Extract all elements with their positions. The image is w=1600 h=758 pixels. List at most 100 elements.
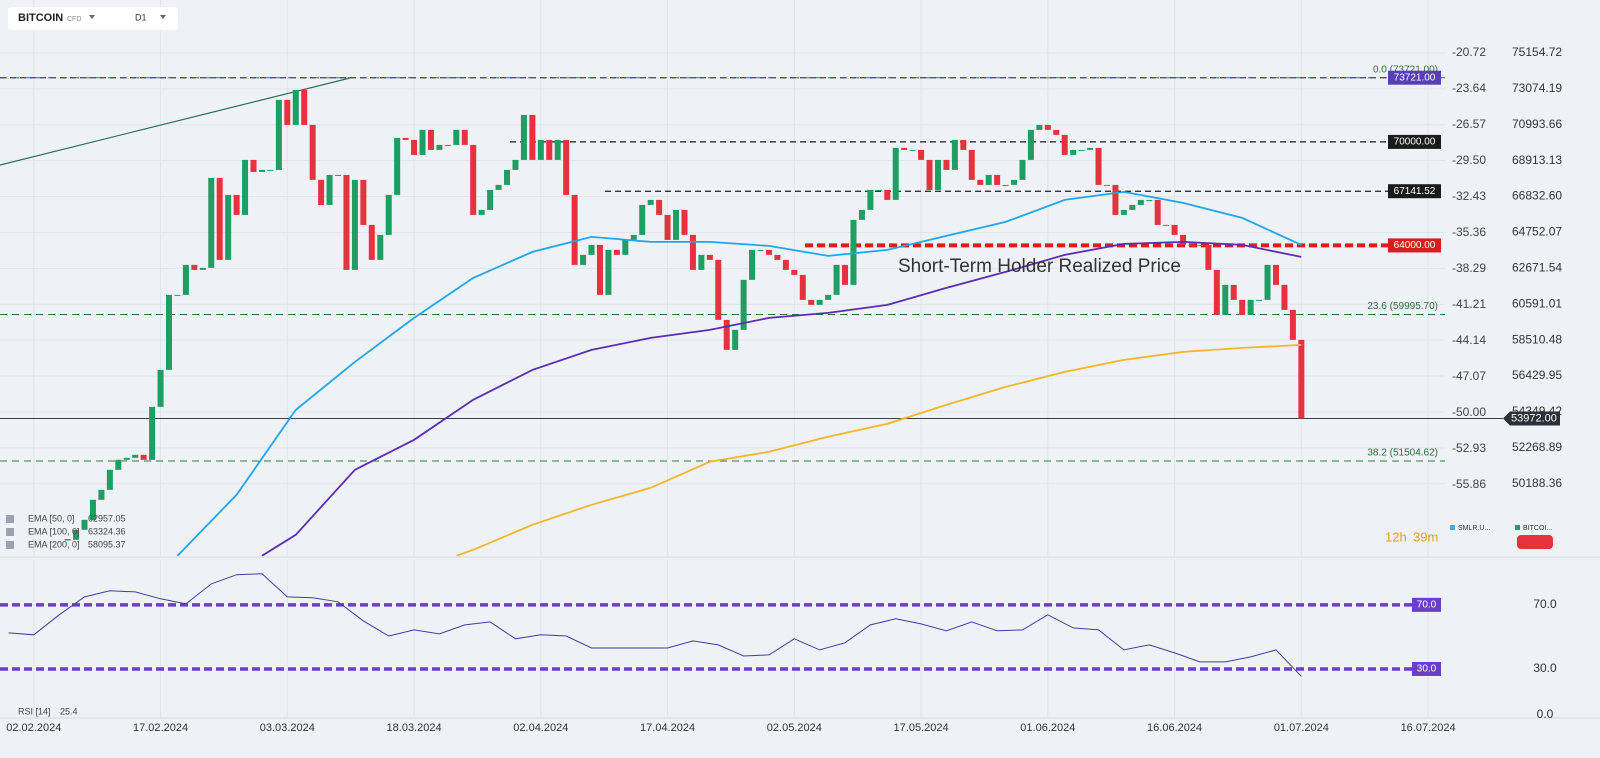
candle	[1264, 264, 1271, 300]
candle	[149, 406, 156, 460]
candle	[1002, 184, 1009, 186]
y-tick-label: 52268.89	[1512, 440, 1562, 454]
x-tick-label: 17.05.2024	[894, 722, 949, 734]
candle	[613, 249, 620, 255]
candle	[242, 159, 249, 215]
y2-tick-label: -50.00	[1452, 405, 1486, 419]
y2-tick-label: -52.93	[1452, 441, 1486, 455]
candle	[225, 194, 232, 260]
last-price-tag	[1503, 411, 1560, 426]
countdown-hours: 12h	[1385, 529, 1407, 544]
candle	[1289, 309, 1296, 340]
candle	[1272, 264, 1279, 285]
candle	[1137, 199, 1144, 205]
y2-tick-label: -26.57	[1452, 117, 1486, 131]
y-tick-label: 58510.48	[1512, 332, 1562, 346]
candle	[1103, 184, 1110, 186]
candle	[461, 129, 468, 145]
y-tick-label: 56429.95	[1512, 368, 1562, 382]
legend-label: SMLR.U...	[1458, 525, 1490, 532]
candle	[1247, 299, 1254, 315]
dropdown-arrow	[89, 15, 95, 19]
y-tick-label: 64752.07	[1512, 225, 1562, 239]
candle	[782, 259, 789, 270]
y-tick-label: 75154.72	[1512, 45, 1562, 59]
candle	[850, 219, 857, 285]
candle	[427, 129, 434, 150]
candle	[622, 239, 629, 255]
candle	[605, 249, 612, 295]
candle	[115, 459, 122, 470]
candle	[630, 234, 637, 240]
timeframe: D1	[135, 12, 147, 22]
candle	[368, 224, 375, 260]
fib-label: 38.2 (51504.62)	[1367, 448, 1438, 459]
candle	[1171, 224, 1178, 235]
candle	[985, 174, 992, 185]
candle	[926, 159, 933, 190]
candle	[858, 209, 865, 220]
candle	[715, 259, 722, 320]
candle	[81, 519, 88, 530]
x-tick-label: 17.02.2024	[133, 722, 188, 734]
ema-legend-name: EMA [50, 0]	[28, 513, 75, 523]
candle	[825, 294, 832, 300]
candle	[157, 369, 164, 407]
y2-tick-label: -47.07	[1452, 369, 1486, 383]
candle	[1163, 224, 1170, 226]
ema-legend-name: EMA [200, 0]	[28, 539, 80, 549]
candle	[1027, 129, 1034, 160]
candle	[892, 147, 899, 200]
candle	[639, 204, 646, 235]
y2-tick-label: -35.36	[1452, 225, 1486, 239]
candle	[478, 209, 485, 215]
candle	[934, 159, 941, 190]
candle	[89, 499, 96, 520]
candle	[951, 139, 958, 170]
candle	[402, 137, 409, 140]
candle	[1087, 147, 1094, 150]
candle	[495, 184, 502, 190]
candle	[1120, 209, 1127, 215]
candle	[571, 194, 578, 265]
ema-lines	[176, 190, 1302, 556]
y-tick-label: 68913.13	[1512, 153, 1562, 167]
y2-tick-label: -29.50	[1452, 153, 1486, 167]
level-label: 70000.00	[1394, 137, 1436, 148]
candle	[1095, 147, 1102, 185]
levels: 0.0 (73721.00) 23.6 (59995.70) 38.2 (51504…	[0, 64, 1503, 462]
candle	[98, 489, 105, 500]
rsi-level-label: 70.0	[1417, 600, 1437, 611]
candle	[301, 89, 308, 125]
candle	[419, 129, 426, 155]
candle	[208, 177, 215, 268]
candle	[436, 144, 443, 150]
candle	[867, 189, 874, 210]
candle	[335, 174, 342, 176]
candle	[166, 294, 173, 370]
candle	[385, 194, 392, 235]
candle	[309, 124, 316, 180]
fib-label: 0.0 (73721.00)	[1373, 64, 1438, 75]
level-tag	[1388, 134, 1441, 149]
rsi-panel: 70.0 30.0	[0, 573, 1441, 677]
grid	[0, 0, 1445, 718]
candle	[909, 149, 916, 151]
ema-legend-icon	[6, 541, 14, 549]
symbol-box[interactable]	[8, 7, 178, 30]
candle	[123, 457, 130, 460]
candle	[740, 279, 747, 330]
candle	[1036, 124, 1043, 130]
ema-legend-value: 62957.05	[88, 513, 126, 523]
candle	[1154, 199, 1161, 225]
candle	[233, 194, 240, 215]
candle	[537, 139, 544, 160]
y-tick-label: 50188.36	[1512, 476, 1562, 490]
level-label: 73721.00	[1394, 72, 1436, 83]
candle	[1053, 129, 1060, 135]
candle	[1044, 124, 1051, 130]
candle	[546, 139, 553, 160]
rsi-value: 25.4	[60, 706, 78, 716]
